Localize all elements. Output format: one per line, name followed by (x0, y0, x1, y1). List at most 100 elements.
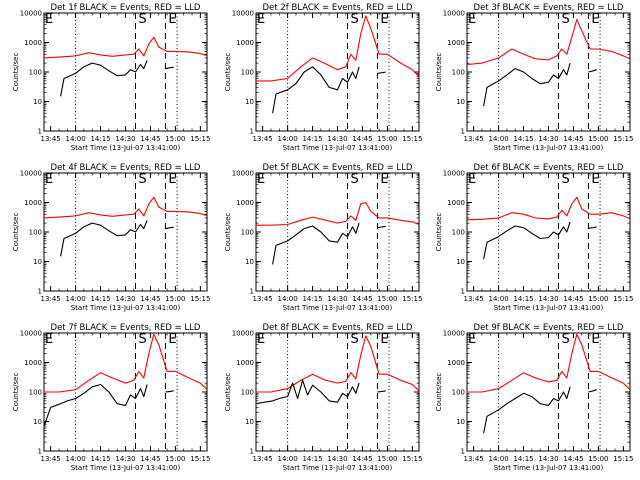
series-group (44, 333, 207, 427)
x-tick-label: 14:45 (352, 135, 372, 143)
marker-label-3: E (380, 172, 388, 187)
x-tick-label: 15:15 (613, 295, 633, 303)
x-axis-label: Start Time (13-Jul-07 13:41:00) (71, 144, 181, 152)
x-tick-label: 13:45 (41, 455, 61, 463)
y-tick-label: 100 (29, 69, 42, 77)
x-tick-label: 14:15 (90, 135, 110, 143)
marker-label-2: S (138, 12, 146, 27)
series-line-events (377, 225, 386, 229)
y-axis-label: Counts/sec (224, 373, 232, 412)
series-line-lld (467, 333, 630, 393)
marker-label-3: E (591, 332, 599, 347)
y-tick-label: 1 (38, 288, 42, 296)
plot-frame (255, 332, 420, 452)
x-tick-label: 13:45 (41, 135, 61, 143)
y-axis-label: Counts/sec (12, 53, 20, 92)
y-axis-label: Counts/sec (435, 373, 443, 412)
x-tick-label: 14:15 (302, 455, 322, 463)
series-line-lld (467, 18, 630, 66)
x-tick-label: 13:45 (464, 295, 484, 303)
series-line-events (588, 389, 597, 393)
y-tick-label: 1 (461, 448, 465, 456)
x-tick-label: 15:15 (402, 135, 422, 143)
series-line-lld (256, 335, 419, 393)
plot-frame (255, 12, 420, 132)
marker-label-3: E (168, 332, 176, 347)
detector-panel-1: Det 1f BLACK = Events, RED = LLD 1 10 100 10… (12, 3, 210, 152)
x-tick-label: 14:30 (327, 295, 347, 303)
y-tick-label: 1000 (447, 359, 465, 367)
series-line-events (60, 220, 148, 257)
x-tick-label: 14:45 (563, 295, 583, 303)
marker-label-1: E (468, 332, 476, 347)
series-group (256, 15, 419, 114)
chart-title: Det 8f BLACK = Events, RED = LLD (263, 323, 413, 333)
x-tick-label: 14:15 (302, 295, 322, 303)
y-tick-label: 1000 (236, 359, 254, 367)
y-axis-label: Counts/sec (224, 53, 232, 92)
y-tick-label: 10000 (443, 330, 465, 338)
x-tick-label: 15:15 (190, 455, 210, 463)
x-axis-label: Start Time (13-Jul-07 13:41:00) (71, 304, 181, 312)
x-tick-label: 15:15 (402, 295, 422, 303)
y-tick-label: 10 (33, 418, 42, 426)
chart-title: Det 5f BLACK = Events, RED = LLD (263, 163, 413, 173)
marker-label-3: E (591, 172, 599, 187)
x-tick-label: 13:45 (464, 135, 484, 143)
y-tick-label: 10 (245, 98, 254, 106)
y-tick-label: 100 (452, 389, 465, 397)
plot-frame (466, 172, 631, 292)
y-tick-label: 1000 (236, 39, 254, 47)
series-group (44, 196, 207, 257)
x-tick-label: 15:00 (165, 135, 185, 143)
y-tick-label: 100 (29, 229, 42, 237)
y-tick-label: 10 (456, 98, 465, 106)
x-tick-label: 14:30 (538, 135, 558, 143)
series-line-events (377, 71, 386, 74)
x-tick-label: 15:00 (588, 455, 608, 463)
marker-label-2: S (138, 172, 146, 187)
y-tick-label: 10 (245, 418, 254, 426)
series-line-events (60, 60, 148, 97)
marker-label-3: E (168, 172, 176, 187)
x-tick-label: 14:15 (90, 295, 110, 303)
detector-panel-5: Det 5f BLACK = Events, RED = LLD 1 10 100 10… (224, 163, 422, 312)
y-tick-label: 10000 (443, 170, 465, 178)
x-tick-label: 15:15 (190, 295, 210, 303)
x-tick-label: 13:45 (464, 455, 484, 463)
marker-label-1: E (468, 172, 476, 187)
x-tick-label: 15:00 (377, 295, 397, 303)
marker-label-3: E (591, 12, 599, 27)
x-tick-label: 14:00 (66, 135, 86, 143)
y-tick-label: 1 (250, 448, 254, 456)
plot-frame (466, 12, 631, 132)
y-tick-label: 1 (461, 128, 465, 136)
series-line-events (483, 62, 571, 107)
y-tick-label: 1 (38, 128, 42, 136)
chart-title: Det 2f BLACK = Events, RED = LLD (263, 3, 413, 13)
marker-label-3: E (168, 12, 176, 27)
y-tick-label: 10 (456, 258, 465, 266)
marker-label-1: E (257, 172, 265, 187)
series-group (467, 196, 630, 260)
marker-label-1: E (45, 12, 53, 27)
y-tick-label: 10 (33, 258, 42, 266)
x-axis-label: Start Time (13-Jul-07 13:41:00) (494, 464, 604, 472)
y-axis-label: Counts/sec (12, 373, 20, 412)
y-tick-label: 100 (452, 229, 465, 237)
series-line-lld (256, 15, 419, 82)
series-line-lld (44, 36, 207, 59)
x-tick-label: 14:15 (302, 135, 322, 143)
x-tick-label: 15:15 (402, 455, 422, 463)
x-tick-label: 13:45 (41, 295, 61, 303)
plot-frame (466, 332, 631, 452)
series-line-lld (467, 196, 630, 221)
x-tick-label: 14:45 (352, 295, 372, 303)
series-line-lld (256, 201, 419, 226)
x-tick-label: 14:00 (66, 295, 86, 303)
marker-label-2: S (561, 332, 569, 347)
x-axis-label: Start Time (13-Jul-07 13:41:00) (494, 144, 604, 152)
y-tick-label: 100 (241, 389, 254, 397)
x-tick-label: 15:00 (377, 135, 397, 143)
detector-panel-7: Det 7f BLACK = Events, RED = LLD 1 10 100 10… (12, 323, 210, 472)
